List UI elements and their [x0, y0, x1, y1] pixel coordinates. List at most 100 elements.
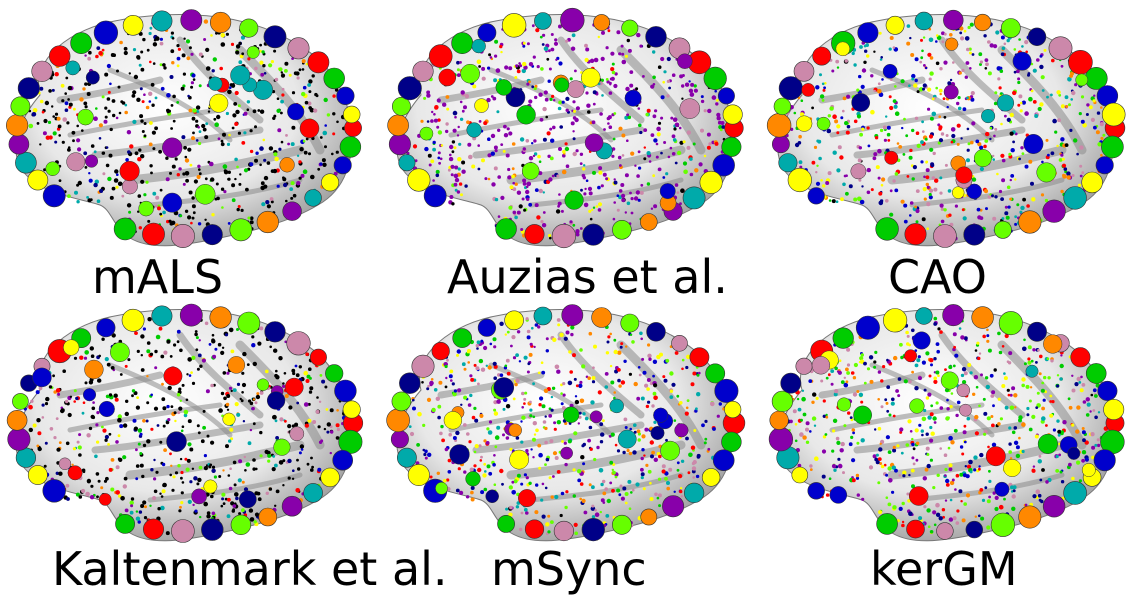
landmark-dot: [515, 353, 519, 357]
landmark-dot: [1012, 140, 1015, 144]
landmark-dot: [879, 199, 884, 203]
landmark-dot: [254, 125, 257, 129]
landmark-dot: [1025, 50, 1028, 54]
landmark-dot: [842, 471, 845, 475]
landmark-dot: [136, 55, 141, 60]
landmark-dot: [225, 111, 229, 116]
landmark-dot: [597, 390, 602, 395]
landmark-dot: [588, 209, 592, 213]
landmark-dot: [142, 500, 147, 505]
landmark-dot: [640, 476, 644, 480]
landmark-dot: [978, 52, 983, 57]
landmark-dot: [613, 180, 618, 185]
landmark-dot: [437, 156, 441, 160]
landmark-dot: [127, 150, 131, 154]
landmark-dot: [954, 353, 959, 358]
landmark-dot: [146, 375, 149, 378]
landmark-dot: [241, 391, 244, 394]
landmark-dot: [548, 49, 551, 53]
landmark-dot: [533, 433, 537, 436]
landmark-dot: [1050, 93, 1053, 97]
landmark-dot: [831, 69, 835, 73]
landmark-dot: [76, 200, 80, 204]
landmark-dot: [573, 109, 576, 113]
landmark-dot: [1010, 148, 1015, 153]
landmark-dot: [1012, 90, 1017, 96]
landmark-dot: [151, 103, 155, 107]
landmark-dot: [891, 490, 895, 494]
landmark-dot: [798, 134, 802, 139]
landmark-dot: [928, 77, 932, 81]
interior-marker: [1037, 433, 1058, 454]
panel-cao: CAO: [762, 0, 1143, 300]
landmark-dot: [493, 78, 498, 83]
landmark-dot: [1027, 345, 1032, 350]
landmark-dot: [921, 416, 927, 422]
landmark-dot: [537, 443, 542, 448]
landmark-dot: [307, 101, 312, 106]
landmark-dot: [436, 98, 441, 103]
boundary-marker: [6, 410, 28, 431]
landmark-dot: [210, 383, 214, 388]
landmark-dot: [1016, 203, 1020, 207]
landmark-dot: [230, 349, 235, 354]
landmark-dot: [602, 501, 606, 504]
landmark-dot: [902, 153, 906, 156]
landmark-dot: [637, 150, 641, 154]
landmark-dot: [817, 139, 822, 144]
panel-auzias: Auzias et al.: [381, 0, 762, 300]
landmark-dot: [959, 31, 963, 35]
interior-marker: [162, 192, 183, 213]
landmark-dot: [948, 517, 954, 522]
landmark-dot: [283, 182, 288, 188]
landmark-dot: [630, 197, 634, 201]
landmark-dot: [961, 367, 967, 372]
landmark-dot: [85, 491, 90, 497]
landmark-dot: [107, 443, 110, 446]
landmark-dot: [208, 465, 212, 469]
landmark-dot: [1058, 93, 1062, 97]
landmark-dot: [908, 84, 911, 87]
interior-marker: [674, 423, 689, 438]
interior-marker: [829, 486, 848, 504]
landmark-dot: [975, 139, 980, 144]
landmark-dot: [842, 182, 846, 187]
landmark-dot: [272, 414, 277, 420]
landmark-dot: [896, 444, 900, 448]
landmark-dot: [907, 419, 912, 424]
landmark-dot: [226, 371, 230, 375]
landmark-dot: [76, 138, 81, 143]
landmark-dot: [206, 511, 211, 515]
landmark-dot: [554, 494, 559, 500]
landmark-dot: [1032, 100, 1037, 104]
landmark-dot: [944, 467, 948, 472]
landmark-dot: [159, 37, 163, 41]
boundary-marker: [1042, 495, 1066, 518]
landmark-dot: [800, 418, 803, 422]
landmark-dot: [928, 134, 934, 139]
landmark-dot: [55, 388, 61, 393]
landmark-dot: [461, 109, 465, 113]
landmark-dot: [514, 382, 518, 387]
landmark-dot: [633, 196, 639, 201]
landmark-dot: [561, 406, 566, 410]
landmark-dot: [609, 81, 612, 85]
landmark-dot: [892, 179, 896, 183]
landmark-dot: [600, 56, 605, 62]
landmark-dot: [121, 194, 125, 198]
landmark-dot: [544, 415, 547, 418]
landmark-dot: [483, 487, 488, 492]
landmark-dot: [974, 414, 979, 420]
landmark-dot: [467, 142, 472, 147]
landmark-dot: [928, 37, 934, 43]
landmark-dot: [246, 100, 251, 104]
landmark-dot: [558, 100, 562, 105]
landmark-dot: [220, 350, 225, 355]
landmark-dot: [285, 134, 288, 137]
landmark-dot: [541, 43, 545, 46]
landmark-dot: [579, 497, 582, 501]
landmark-dot: [449, 369, 454, 374]
landmark-dot: [993, 44, 998, 49]
landmark-dot: [932, 510, 937, 515]
landmark-dot: [672, 138, 677, 142]
